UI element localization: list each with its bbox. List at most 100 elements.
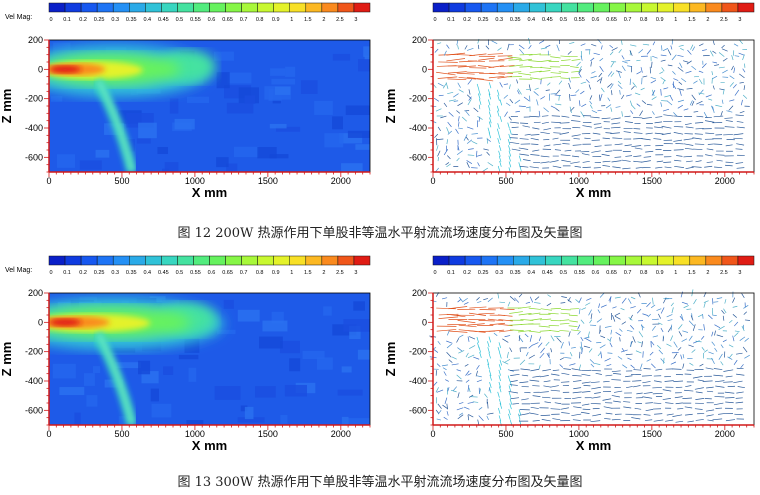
velocity-vector [533, 91, 539, 96]
velocity-vector [451, 356, 457, 360]
velocity-vector [632, 82, 637, 88]
velocity-vector [714, 330, 716, 336]
velocity-vector [711, 105, 714, 111]
field-patch [227, 72, 252, 84]
x-tick-label: 500 [114, 429, 129, 439]
velocity-vector [706, 390, 714, 393]
velocity-vector [532, 342, 539, 346]
velocity-vector [617, 356, 623, 360]
velocity-vector [645, 402, 653, 404]
y-axis-title: Z mm [0, 89, 14, 124]
velocity-vector [456, 150, 463, 156]
legend-tick-label: 1.5 [688, 270, 696, 276]
velocity-vector [600, 335, 606, 339]
y-tick-label: -600 [409, 405, 427, 415]
velocity-vector [466, 139, 473, 144]
velocity-vector [661, 67, 665, 72]
legend-tick-label: 0 [433, 270, 436, 276]
velocity-vector [569, 42, 575, 45]
y-tick-label: -200 [409, 347, 427, 357]
velocity-vector [580, 151, 590, 153]
velocity-vector [560, 381, 570, 383]
velocity-vector [656, 344, 662, 349]
velocity-vector [624, 144, 632, 147]
velocity-vector [478, 415, 484, 421]
velocity-vector [590, 57, 595, 62]
velocity-vector [544, 401, 552, 404]
legend-swatch [432, 2, 450, 13]
velocity-vector [637, 341, 642, 344]
velocity-vector [528, 312, 541, 315]
velocity-vector [607, 338, 612, 342]
velocity-vector [677, 408, 684, 410]
x-tick-label: 1500 [258, 429, 278, 439]
velocity-vector [591, 110, 598, 114]
velocity-vector [603, 380, 610, 383]
velocity-vector [725, 419, 736, 422]
velocity-vector [561, 115, 570, 118]
velocity-vector [571, 70, 580, 73]
field-patch [280, 415, 288, 424]
legend-tick-label: 1.5 [304, 17, 312, 23]
velocity-vector [473, 356, 480, 360]
velocity-vector [441, 364, 448, 367]
velocity-vector [742, 94, 748, 99]
velocity-vector [487, 341, 490, 348]
velocity-vector [467, 372, 472, 376]
velocity-vector [744, 354, 750, 359]
velocity-vector [511, 126, 519, 128]
legend-swatch [353, 255, 371, 266]
velocity-vector [559, 122, 570, 124]
velocity-vector [635, 167, 643, 169]
legend-swatch [209, 255, 226, 266]
velocity-vector [530, 406, 539, 409]
velocity-vector [478, 312, 495, 315]
velocity-vector [538, 325, 551, 328]
velocity-vector [604, 357, 611, 362]
velocity-vector [650, 76, 657, 80]
velocity-vector [580, 81, 587, 84]
velocity-vector [509, 403, 512, 410]
velocity-vector [593, 123, 602, 125]
velocity-vector [514, 99, 521, 104]
legend-tick-label: 2 [706, 270, 709, 276]
velocity-vector [476, 336, 479, 343]
velocity-vector [539, 391, 549, 393]
velocity-vector [627, 357, 632, 361]
velocity-vector [724, 117, 733, 119]
velocity-vector [598, 72, 603, 78]
velocity-vector [468, 89, 471, 95]
velocity-vector [487, 297, 493, 303]
field-patch [157, 147, 169, 155]
field-patch [341, 163, 363, 172]
velocity-vector [698, 78, 703, 85]
velocity-vector [633, 138, 643, 140]
velocity-vector [736, 143, 745, 146]
velocity-vector [478, 57, 495, 61]
velocity-vector [676, 155, 683, 157]
velocity-vector [550, 105, 556, 109]
velocity-vector [469, 345, 476, 350]
velocity-vector [458, 324, 477, 328]
velocity-vector [465, 136, 469, 141]
velocity-vector [437, 82, 444, 87]
velocity-vector [551, 121, 561, 124]
velocity-vector [457, 298, 462, 303]
field-patch [237, 309, 260, 322]
velocity-vector [569, 106, 572, 114]
velocity-vector [671, 54, 677, 61]
velocity-vector [523, 159, 531, 162]
panel-d: 0 0.1 0.2 0.25 0.3 0.35 0.4 0.45 0.5 0.55 0.6 0.65 0… [383, 255, 755, 453]
velocity-vector [555, 108, 560, 112]
velocity-vector [652, 392, 663, 395]
velocity-vector [456, 369, 462, 372]
velocity-vector [528, 84, 531, 92]
velocity-vector [651, 325, 656, 331]
velocity-vector [703, 349, 708, 353]
velocity-vector [649, 351, 654, 356]
velocity-vector [733, 321, 739, 327]
y-tick-label: -400 [25, 376, 43, 386]
velocity-vector [468, 96, 472, 101]
velocity-vector [708, 98, 713, 101]
legend-swatch [464, 255, 482, 266]
